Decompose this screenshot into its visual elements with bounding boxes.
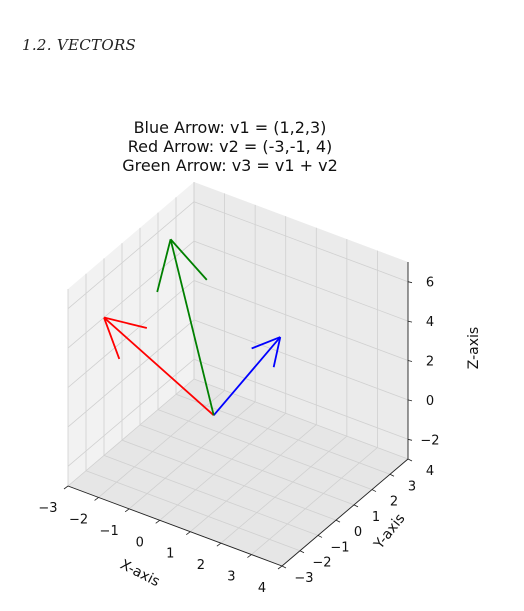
- y-tick-mark: [335, 519, 341, 523]
- grid-line-z: [193, 280, 409, 361]
- x-tick-label: −3: [38, 501, 57, 516]
- x-tick-label: 1: [166, 547, 174, 562]
- grid-line-x: [128, 401, 256, 510]
- grid-line-z: [193, 240, 409, 322]
- x-tick-mark: [124, 508, 130, 513]
- pane-xy: [68, 379, 408, 566]
- grid-line-y: [193, 378, 409, 460]
- z-tick-mark: [407, 320, 413, 323]
- vector-head: [272, 336, 282, 368]
- grid-line-z: [67, 319, 195, 428]
- title-line-3: Green Arrow: v3 = v1 + v2: [122, 156, 338, 175]
- x-tick-mark: [247, 554, 252, 558]
- z-tick-mark: [407, 360, 413, 362]
- x-tick-mark: [63, 485, 69, 490]
- grid-line-z: [193, 319, 409, 401]
- x-tick-mark: [277, 565, 283, 570]
- y-tick-label: 3: [408, 479, 416, 494]
- y-tick-label: 4: [426, 464, 434, 479]
- z-tick-label: 2: [426, 355, 434, 370]
- grid-line-x: [220, 435, 348, 544]
- chart-title: Blue Arrow: v1 = (1,2,3) Red Arrow: v2 =…: [0, 118, 460, 175]
- title-line-2: Red Arrow: v2 = (-3,-1, 4): [127, 137, 333, 156]
- x-tick-mark: [155, 519, 160, 524]
- vector-head: [251, 336, 281, 350]
- vector-arrow-v2: [103, 316, 215, 417]
- grid-line-x: [159, 412, 286, 521]
- x-tick-mark: [94, 497, 99, 501]
- y-tick-label: 1: [372, 510, 380, 525]
- grid-line-z: [67, 280, 195, 388]
- y-tick-mark: [317, 535, 323, 538]
- grid-line-x: [251, 447, 378, 555]
- y-tick-mark: [299, 550, 305, 554]
- z-tick-mark: [407, 438, 413, 441]
- axis-panes: [68, 182, 408, 566]
- x-tick-label: −1: [100, 524, 119, 539]
- vector-shaft: [169, 239, 215, 416]
- y-tick-label: 2: [390, 495, 398, 510]
- x-tick-label: 0: [136, 535, 144, 550]
- y-tick-mark: [281, 565, 287, 569]
- z-tick-label: 6: [426, 276, 434, 291]
- grid-line-y: [85, 470, 301, 552]
- y-tick-mark: [371, 489, 377, 492]
- x-tick-label: −2: [69, 512, 88, 527]
- vector-arrow-v3: [156, 238, 215, 416]
- z-tick-mark: [407, 399, 413, 402]
- vector-arrow-v1: [213, 336, 282, 416]
- grid-line-x: [98, 390, 225, 498]
- y-tick-mark: [353, 504, 359, 508]
- grid-line-y: [121, 439, 337, 521]
- vector-arrows: [103, 238, 282, 417]
- grid-line-z: [67, 358, 195, 467]
- y-tick-label: −3: [294, 571, 313, 586]
- grid-line-z: [67, 240, 195, 349]
- y-tick-mark: [389, 473, 395, 477]
- y-axis-line: [281, 458, 409, 567]
- section-header: 1.2. VECTORS: [22, 36, 137, 54]
- grid-line-y: [139, 424, 355, 506]
- z-axis-label: Z-axis: [466, 327, 482, 369]
- x-tick-mark: [186, 531, 191, 536]
- y-tick-mark: [407, 458, 413, 462]
- grid-line-z: [193, 201, 409, 283]
- vector-head: [169, 238, 208, 281]
- z-tick-mark: [407, 281, 413, 284]
- vector-head: [156, 239, 172, 293]
- vector-head: [103, 317, 121, 360]
- z-tick-label: 4: [426, 315, 434, 330]
- grid-line-x: [67, 378, 195, 487]
- vector-head: [103, 316, 148, 329]
- grid-line-z: [67, 201, 195, 310]
- x-tick-mark: [216, 542, 222, 547]
- x-tick-label: 4: [258, 581, 266, 596]
- x-axis-line: [67, 485, 283, 567]
- z-tick-label: −2: [420, 433, 439, 448]
- y-tick-label: −2: [312, 556, 331, 571]
- vector-shaft: [213, 336, 281, 416]
- title-line-1: Blue Arrow: v1 = (1,2,3): [133, 118, 327, 137]
- x-tick-label: 3: [227, 570, 235, 585]
- vector-shaft: [103, 316, 215, 417]
- grid-line-z: [193, 358, 409, 440]
- grid-line-y: [157, 409, 373, 490]
- y-tick-label: 0: [354, 525, 362, 540]
- x-axis-label: X-axis: [117, 557, 162, 590]
- x-tick-label: 2: [197, 558, 205, 573]
- grid-line-x: [190, 424, 317, 533]
- grid-line-y: [103, 455, 319, 536]
- z-tick-label: 0: [426, 394, 434, 409]
- y-tick-label: −1: [330, 540, 349, 555]
